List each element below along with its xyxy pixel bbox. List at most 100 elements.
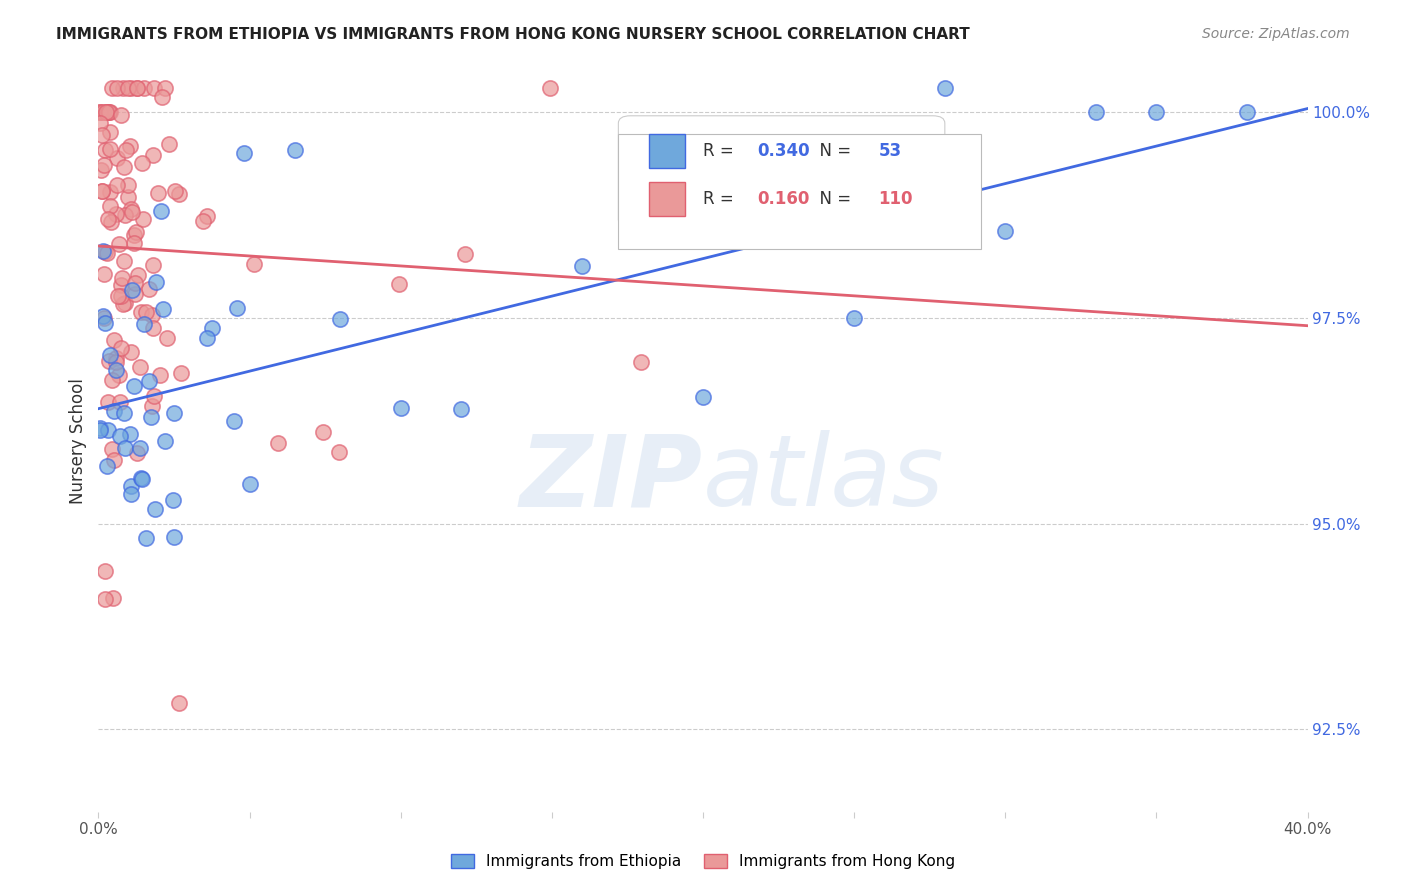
- Immigrants from Ethiopia: [150, 203, 173, 218]
- Immigrants from Hong Kong: [242, 257, 264, 271]
- Immigrants from Ethiopia: [135, 531, 157, 545]
- Immigrants from Ethiopia: [844, 310, 866, 325]
- Immigrants from Hong Kong: [121, 202, 143, 216]
- Immigrants from Hong Kong: [114, 143, 136, 157]
- Immigrants from Hong Kong: [110, 278, 132, 293]
- Immigrants from Hong Kong: [90, 184, 112, 198]
- Immigrants from Ethiopia: [91, 244, 114, 258]
- Immigrants from Hong Kong: [751, 149, 773, 163]
- Immigrants from Hong Kong: [149, 368, 172, 382]
- Immigrants from Hong Kong: [163, 185, 186, 199]
- Immigrants from Hong Kong: [105, 151, 128, 165]
- Immigrants from Hong Kong: [157, 136, 180, 151]
- Immigrants from Ethiopia: [97, 423, 120, 437]
- Immigrants from Hong Kong: [94, 592, 117, 607]
- Immigrants from Hong Kong: [93, 267, 115, 281]
- Text: N =: N =: [810, 191, 856, 209]
- Immigrants from Hong Kong: [134, 80, 156, 95]
- Immigrants from Ethiopia: [89, 421, 111, 435]
- Immigrants from Ethiopia: [108, 429, 131, 443]
- Immigrants from Hong Kong: [101, 591, 124, 605]
- Immigrants from Hong Kong: [98, 185, 121, 199]
- Immigrants from Hong Kong: [128, 360, 150, 375]
- Y-axis label: Nursery School: Nursery School: [69, 378, 87, 505]
- Immigrants from Hong Kong: [156, 331, 179, 345]
- Immigrants from Hong Kong: [90, 162, 112, 177]
- Immigrants from Ethiopia: [131, 470, 153, 484]
- Text: 110: 110: [879, 191, 912, 209]
- Immigrants from Hong Kong: [630, 355, 652, 369]
- Immigrants from Hong Kong: [167, 186, 190, 201]
- Immigrants from Ethiopia: [139, 410, 162, 425]
- Immigrants from Hong Kong: [108, 236, 131, 251]
- Immigrants from Hong Kong: [142, 80, 165, 95]
- Immigrants from Hong Kong: [110, 289, 132, 303]
- Immigrants from Hong Kong: [100, 215, 122, 229]
- Immigrants from Hong Kong: [112, 161, 135, 175]
- Immigrants from Hong Kong: [141, 308, 163, 322]
- Immigrants from Hong Kong: [112, 253, 135, 268]
- Immigrants from Ethiopia: [224, 414, 246, 428]
- Immigrants from Ethiopia: [239, 476, 262, 491]
- Text: N =: N =: [810, 143, 856, 161]
- Immigrants from Ethiopia: [163, 530, 186, 544]
- Immigrants from Hong Kong: [143, 388, 166, 402]
- Immigrants from Hong Kong: [129, 305, 152, 319]
- Immigrants from Hong Kong: [107, 368, 129, 382]
- Bar: [648, 135, 685, 168]
- Immigrants from Ethiopia: [450, 401, 472, 416]
- Immigrants from Hong Kong: [93, 311, 115, 326]
- Immigrants from Hong Kong: [132, 212, 155, 227]
- Immigrants from Hong Kong: [107, 288, 129, 302]
- Immigrants from Hong Kong: [388, 277, 411, 292]
- Immigrants from Hong Kong: [114, 296, 136, 310]
- Immigrants from Hong Kong: [122, 235, 145, 250]
- Immigrants from Hong Kong: [97, 105, 120, 120]
- Text: R =: R =: [703, 191, 740, 209]
- Immigrants from Hong Kong: [111, 297, 134, 311]
- Immigrants from Hong Kong: [94, 245, 117, 260]
- Text: 53: 53: [879, 143, 901, 161]
- Immigrants from Hong Kong: [98, 105, 121, 120]
- Immigrants from Hong Kong: [110, 108, 132, 122]
- Immigrants from Hong Kong: [117, 178, 139, 192]
- Immigrants from Hong Kong: [89, 105, 111, 120]
- Immigrants from Ethiopia: [155, 434, 177, 448]
- Immigrants from Hong Kong: [96, 105, 118, 120]
- Immigrants from Ethiopia: [120, 487, 142, 501]
- Immigrants from Hong Kong: [98, 354, 121, 368]
- Immigrants from Hong Kong: [124, 276, 146, 290]
- FancyBboxPatch shape: [619, 135, 981, 249]
- Immigrants from Hong Kong: [91, 184, 114, 198]
- Immigrants from Hong Kong: [110, 394, 132, 409]
- Immigrants from Hong Kong: [97, 395, 120, 409]
- Immigrants from Hong Kong: [167, 696, 190, 710]
- Immigrants from Hong Kong: [93, 143, 115, 157]
- Text: IMMIGRANTS FROM ETHIOPIA VS IMMIGRANTS FROM HONG KONG NURSERY SCHOOL CORRELATION: IMMIGRANTS FROM ETHIOPIA VS IMMIGRANTS F…: [56, 27, 970, 42]
- Immigrants from Ethiopia: [934, 80, 956, 95]
- Immigrants from Ethiopia: [96, 458, 118, 473]
- Immigrants from Hong Kong: [153, 80, 176, 95]
- Immigrants from Ethiopia: [163, 406, 186, 420]
- Immigrants from Hong Kong: [98, 105, 121, 120]
- Immigrants from Ethiopia: [152, 302, 174, 317]
- Immigrants from Hong Kong: [101, 442, 124, 457]
- Immigrants from Ethiopia: [120, 479, 142, 493]
- Text: 0.340: 0.340: [758, 143, 810, 161]
- Immigrants from Hong Kong: [107, 178, 129, 192]
- Immigrants from Hong Kong: [117, 80, 139, 95]
- Immigrants from Ethiopia: [143, 502, 166, 516]
- Legend: Immigrants from Ethiopia, Immigrants from Hong Kong: Immigrants from Ethiopia, Immigrants fro…: [444, 848, 962, 875]
- Immigrants from Ethiopia: [122, 379, 145, 393]
- Immigrants from Ethiopia: [389, 401, 412, 415]
- Immigrants from Ethiopia: [571, 260, 593, 274]
- Immigrants from Hong Kong: [120, 80, 142, 95]
- Immigrants from Hong Kong: [125, 225, 148, 239]
- Immigrants from Ethiopia: [232, 146, 254, 161]
- Immigrants from Hong Kong: [114, 208, 136, 222]
- Immigrants from Hong Kong: [267, 435, 290, 450]
- Immigrants from Hong Kong: [122, 228, 145, 243]
- Immigrants from Ethiopia: [162, 493, 184, 508]
- Immigrants from Ethiopia: [91, 309, 114, 323]
- Immigrants from Hong Kong: [104, 206, 127, 220]
